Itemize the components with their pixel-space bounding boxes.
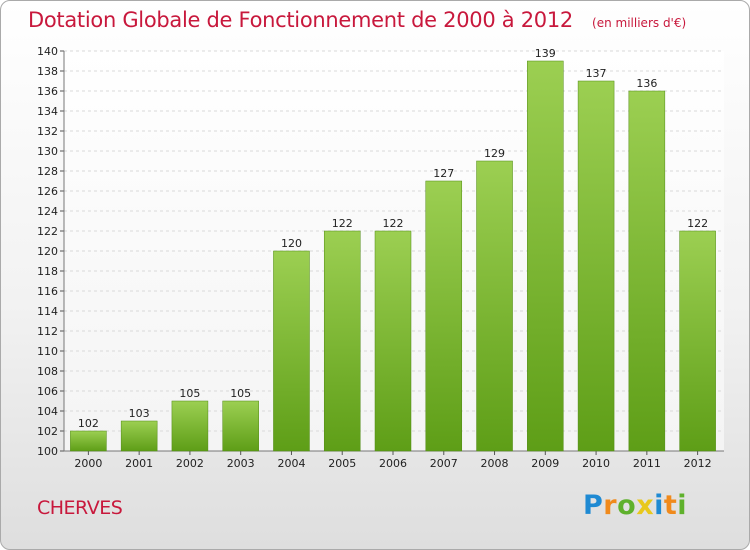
bar <box>70 430 107 452</box>
bar <box>476 160 513 452</box>
title-row: Dotation Globale de Fonctionnement de 20… <box>28 8 686 32</box>
y-tick-label: 110 <box>37 345 58 358</box>
bar <box>120 420 158 452</box>
y-tick-label: 124 <box>37 205 58 218</box>
bar <box>628 90 666 452</box>
x-tick-label: 2009 <box>531 457 559 470</box>
x-tick-label: 2007 <box>430 457 458 470</box>
y-tick-label: 130 <box>37 145 58 158</box>
bars: 102 103 105 105 120 122 122 127 129 139 137 136 122 <box>70 47 716 452</box>
x-tick-label: 2000 <box>74 457 102 470</box>
bar <box>222 400 259 452</box>
bar <box>374 230 412 452</box>
data-label: 122 <box>383 217 404 230</box>
y-tick-label: 106 <box>37 385 58 398</box>
y-tick-label: 140 <box>37 45 58 58</box>
commune-name: CHERVES <box>37 497 123 519</box>
x-tick-label: 2003 <box>227 457 255 470</box>
bar <box>425 180 463 452</box>
y-tick-label: 132 <box>37 125 58 138</box>
x-tick-label: 2004 <box>277 457 305 470</box>
data-label: 105 <box>179 387 200 400</box>
y-tick-label: 118 <box>37 265 58 278</box>
y-tick-label: 114 <box>37 305 58 318</box>
data-label: 120 <box>281 237 302 250</box>
bar <box>679 230 716 452</box>
x-tick-label: 2006 <box>379 457 407 470</box>
x-tick-label: 2001 <box>125 457 153 470</box>
x-tick-label: 2008 <box>481 457 509 470</box>
x-tick-label: 2005 <box>328 457 356 470</box>
x-tick-label: 2010 <box>582 457 610 470</box>
bar <box>577 80 615 452</box>
data-label: 136 <box>636 77 657 90</box>
chart-subtitle: (en milliers d'€) <box>592 16 687 30</box>
proxiti-logo[interactable]: Proxiti <box>583 490 687 521</box>
x-tick-label: 2012 <box>684 457 712 470</box>
y-tick-label: 116 <box>37 285 58 298</box>
data-label: 129 <box>484 147 505 160</box>
logo-letter: i <box>677 490 688 521</box>
y-tick-label: 122 <box>37 225 58 238</box>
bar <box>171 400 209 452</box>
logo-letter: t <box>663 490 678 521</box>
logo-letter: x <box>636 490 655 521</box>
y-tick-label: 138 <box>37 65 58 78</box>
y-tick-label: 120 <box>37 245 58 258</box>
y-tick-label: 128 <box>37 165 58 178</box>
logo-letter: i <box>654 490 664 521</box>
bar <box>273 250 310 452</box>
bar <box>527 60 564 452</box>
y-axis: 100 102 104 106 108 110 112 114 116 118 120 122 124 1… <box>37 45 65 458</box>
y-tick-label: 108 <box>37 365 58 378</box>
data-label: 102 <box>78 417 99 430</box>
y-tick-label: 134 <box>37 105 58 118</box>
y-tick-label: 104 <box>37 405 58 418</box>
data-label: 139 <box>535 47 556 60</box>
y-tick-label: 126 <box>37 185 58 198</box>
x-tick-label: 2002 <box>176 457 204 470</box>
data-label: 122 <box>332 217 353 230</box>
y-tick-label: 136 <box>37 85 58 98</box>
chart-title: Dotation Globale de Fonctionnement de 20… <box>28 8 573 32</box>
y-tick-label: 100 <box>37 445 58 458</box>
y-tick-label: 102 <box>37 425 58 438</box>
data-label: 122 <box>687 217 708 230</box>
y-tick-label: 112 <box>37 325 58 338</box>
data-label: 105 <box>230 387 251 400</box>
data-label: 127 <box>433 167 454 180</box>
x-axis: 2000 2001 2002 2003 2004 2005 2006 2007 2008 2009… <box>64 450 724 470</box>
x-tick-label: 2011 <box>633 457 661 470</box>
logo-letter: o <box>617 490 637 521</box>
logo-letter: r <box>603 490 618 521</box>
data-label: 103 <box>129 407 150 420</box>
data-label: 137 <box>586 67 607 80</box>
logo-letter: P <box>583 490 604 521</box>
bar <box>323 230 361 452</box>
